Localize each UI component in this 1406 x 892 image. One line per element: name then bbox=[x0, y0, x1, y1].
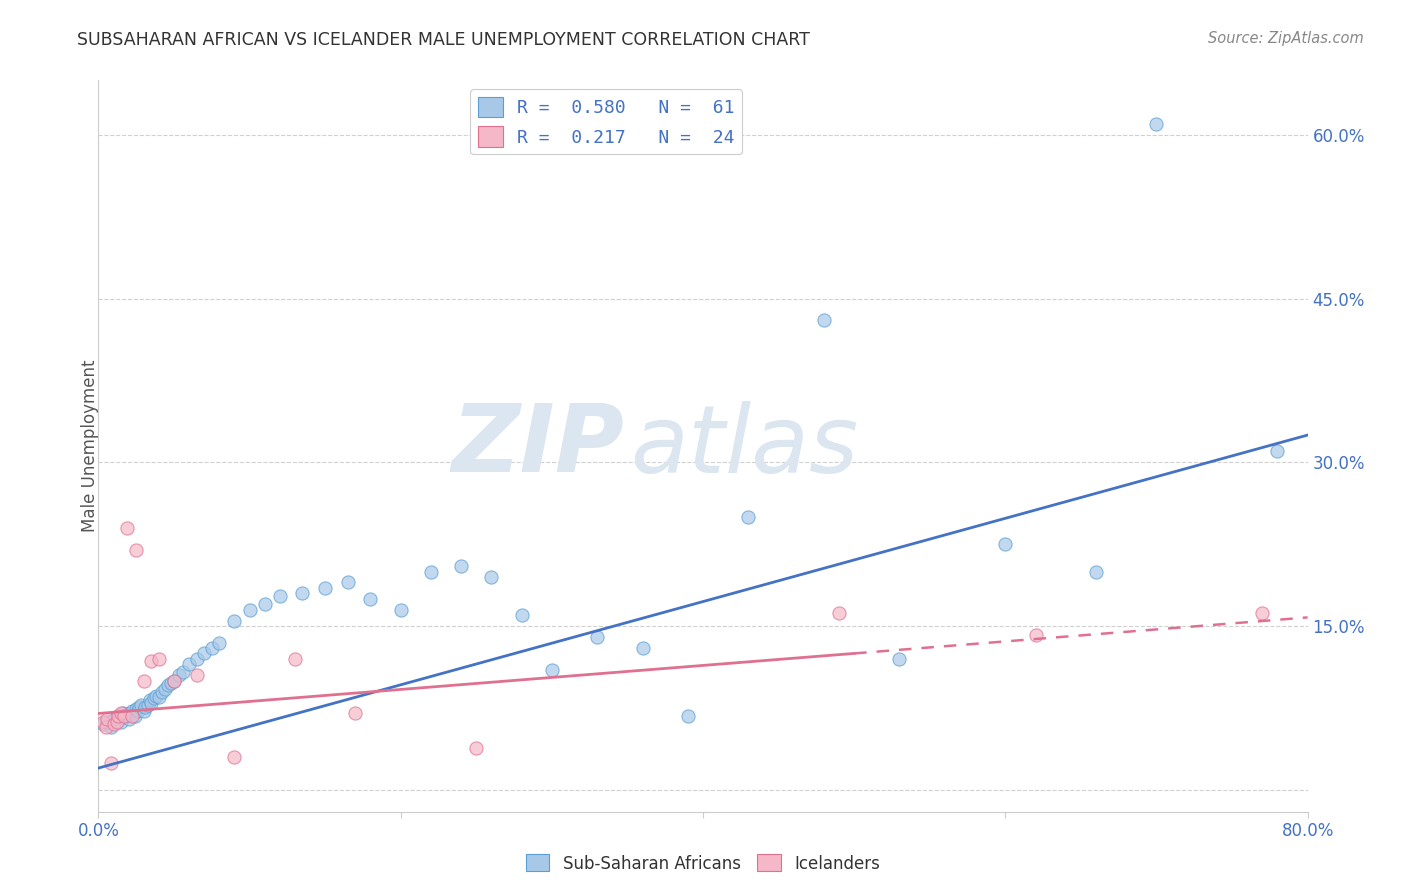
Point bbox=[450, 559, 472, 574]
Point bbox=[132, 704, 155, 718]
Point bbox=[586, 630, 609, 644]
Point bbox=[224, 614, 246, 628]
Point bbox=[160, 676, 183, 690]
Point bbox=[110, 715, 132, 730]
Point bbox=[125, 542, 148, 557]
Text: ZIP: ZIP bbox=[451, 400, 624, 492]
Point bbox=[481, 570, 503, 584]
Legend: R =  0.580   N =  61, R =  0.217   N =  24: R = 0.580 N = 61, R = 0.217 N = 24 bbox=[471, 89, 742, 154]
Point bbox=[1085, 565, 1108, 579]
Point bbox=[186, 668, 208, 682]
Point bbox=[105, 714, 128, 728]
Point bbox=[360, 591, 382, 606]
Point bbox=[284, 652, 307, 666]
Point bbox=[828, 606, 851, 620]
Point bbox=[107, 708, 129, 723]
Point bbox=[465, 741, 488, 756]
Legend: Sub-Saharan Africans, Icelanders: Sub-Saharan Africans, Icelanders bbox=[519, 847, 887, 880]
Point bbox=[676, 708, 699, 723]
Point bbox=[114, 708, 136, 723]
Point bbox=[193, 647, 215, 661]
Point bbox=[269, 589, 291, 603]
Point bbox=[121, 708, 143, 723]
Point bbox=[118, 712, 141, 726]
Point bbox=[239, 603, 262, 617]
Point bbox=[128, 700, 150, 714]
Point bbox=[96, 715, 118, 730]
Point bbox=[153, 682, 176, 697]
Point bbox=[120, 706, 142, 721]
Point bbox=[148, 652, 170, 666]
Point bbox=[143, 691, 166, 706]
Text: Source: ZipAtlas.com: Source: ZipAtlas.com bbox=[1208, 31, 1364, 46]
Point bbox=[510, 608, 533, 623]
Point bbox=[344, 706, 367, 721]
Point bbox=[1144, 117, 1167, 131]
Point bbox=[134, 700, 156, 714]
Point bbox=[100, 720, 122, 734]
Point bbox=[420, 565, 443, 579]
Point bbox=[136, 698, 159, 712]
Point bbox=[125, 702, 148, 716]
Point bbox=[145, 689, 167, 703]
Point bbox=[253, 597, 276, 611]
Point bbox=[1024, 628, 1046, 642]
Text: atlas: atlas bbox=[630, 401, 859, 491]
Point bbox=[141, 696, 163, 710]
Point bbox=[103, 712, 125, 726]
Point bbox=[91, 715, 114, 730]
Point bbox=[139, 693, 162, 707]
Point bbox=[107, 708, 129, 723]
Point bbox=[889, 652, 911, 666]
Point bbox=[208, 635, 231, 649]
Point bbox=[110, 706, 132, 721]
Point bbox=[1251, 606, 1274, 620]
Point bbox=[100, 756, 122, 770]
Point bbox=[179, 657, 201, 672]
Text: SUBSAHARAN AFRICAN VS ICELANDER MALE UNEMPLOYMENT CORRELATION CHART: SUBSAHARAN AFRICAN VS ICELANDER MALE UNE… bbox=[77, 31, 810, 49]
Point bbox=[224, 750, 246, 764]
Point bbox=[105, 715, 128, 730]
Point bbox=[813, 313, 835, 327]
Point bbox=[156, 678, 179, 692]
Point bbox=[150, 684, 173, 698]
Point bbox=[737, 510, 759, 524]
Point bbox=[994, 537, 1017, 551]
Point bbox=[186, 652, 208, 666]
Point bbox=[291, 586, 314, 600]
Point bbox=[94, 720, 117, 734]
Point bbox=[129, 698, 152, 712]
Point bbox=[112, 708, 135, 723]
Point bbox=[115, 521, 138, 535]
Point bbox=[163, 673, 186, 688]
Point bbox=[314, 581, 336, 595]
Point bbox=[167, 668, 190, 682]
Point bbox=[163, 673, 186, 688]
Point bbox=[631, 640, 654, 655]
Point bbox=[540, 663, 562, 677]
Point bbox=[1267, 444, 1289, 458]
Point bbox=[141, 654, 163, 668]
Point bbox=[148, 690, 170, 704]
Point bbox=[124, 708, 146, 723]
Point bbox=[336, 575, 359, 590]
Point bbox=[121, 704, 143, 718]
Point bbox=[389, 603, 412, 617]
Point bbox=[96, 712, 118, 726]
Point bbox=[103, 717, 125, 731]
Point bbox=[201, 640, 224, 655]
Point bbox=[111, 706, 134, 721]
Point bbox=[91, 717, 114, 731]
Point bbox=[127, 704, 149, 718]
Y-axis label: Male Unemployment: Male Unemployment bbox=[82, 359, 98, 533]
Point bbox=[172, 665, 194, 679]
Point bbox=[132, 673, 155, 688]
